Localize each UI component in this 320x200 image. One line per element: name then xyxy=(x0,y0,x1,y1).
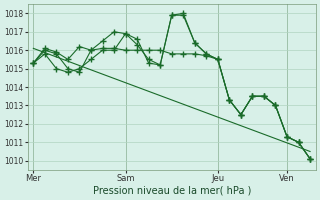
X-axis label: Pression niveau de la mer( hPa ): Pression niveau de la mer( hPa ) xyxy=(92,186,251,196)
